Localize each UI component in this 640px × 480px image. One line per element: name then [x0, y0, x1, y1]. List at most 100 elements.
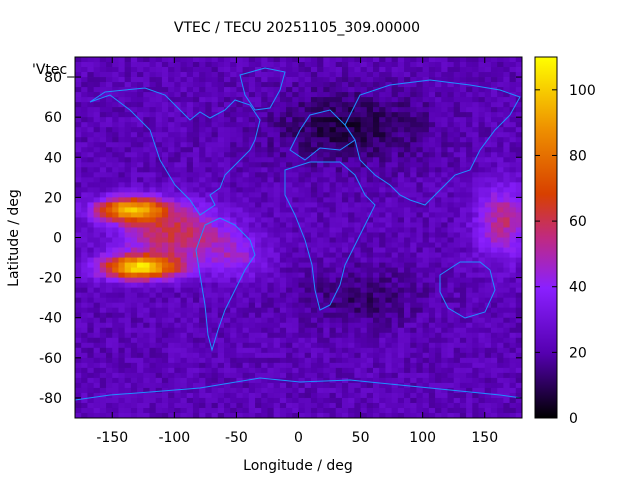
heatmap-cell [236, 307, 244, 314]
heatmap-cell [75, 67, 82, 73]
heatmap-cell [503, 177, 510, 183]
heatmap-cell [124, 337, 132, 344]
heatmap-cell [329, 57, 337, 63]
heatmap-cell [230, 127, 237, 133]
heatmap-cell [106, 312, 113, 319]
heatmap-cell [310, 357, 318, 364]
heatmap-cell [497, 257, 504, 263]
heatmap-cell [453, 67, 461, 73]
heatmap-cell [310, 287, 318, 294]
heatmap-cell [503, 72, 510, 78]
heatmap-cell [106, 57, 113, 63]
heatmap-cell [81, 322, 88, 329]
heatmap-cell [168, 227, 175, 233]
heatmap-cell [224, 217, 231, 223]
heatmap-cell [490, 352, 498, 359]
heatmap-cell [161, 57, 169, 63]
heatmap-cell [161, 357, 169, 364]
heatmap-cell [373, 367, 380, 374]
heatmap-cell [323, 182, 330, 188]
heatmap-cell [224, 57, 231, 63]
heatmap-cell [224, 407, 231, 414]
heatmap-cell [224, 327, 231, 334]
heatmap-cell [447, 327, 455, 334]
heatmap-cell [261, 327, 268, 334]
heatmap-cell [422, 362, 430, 369]
heatmap-cell [478, 92, 486, 98]
heatmap-cell [348, 262, 355, 268]
heatmap-cell [397, 377, 405, 384]
heatmap-cell [428, 357, 436, 364]
heatmap-cell [379, 372, 386, 379]
heatmap-cell [211, 307, 219, 314]
heatmap-cell [286, 337, 293, 344]
heatmap-cell [261, 217, 268, 223]
heatmap-cell [255, 247, 262, 253]
heatmap-cell [112, 182, 119, 188]
heatmap-cell [466, 262, 473, 268]
heatmap-cell [484, 402, 492, 409]
heatmap-cell [81, 107, 88, 113]
heatmap-cell [354, 187, 361, 193]
heatmap-cell [348, 342, 355, 349]
heatmap-cell [279, 197, 287, 203]
heatmap-cell [373, 137, 380, 143]
heatmap-cell [143, 407, 150, 414]
heatmap-cell [236, 162, 244, 168]
heatmap-cell [124, 97, 132, 103]
heatmap-cell [137, 172, 144, 178]
heatmap-cell [317, 357, 324, 364]
heatmap-cell [161, 412, 169, 419]
heatmap-cell [472, 407, 479, 414]
heatmap-cell [112, 272, 119, 279]
heatmap-cell [459, 317, 467, 324]
heatmap-cell [490, 152, 498, 158]
heatmap-cell [360, 232, 368, 238]
heatmap-cell [304, 397, 312, 404]
heatmap-cell [255, 222, 262, 228]
heatmap-cell [261, 352, 268, 359]
heatmap-cell [168, 407, 175, 414]
heatmap-cell [279, 337, 287, 344]
heatmap-cell [348, 82, 355, 88]
heatmap-cell [366, 412, 374, 419]
heatmap-cell [466, 302, 473, 309]
heatmap-cell [224, 152, 231, 158]
heatmap-cell [335, 237, 343, 243]
heatmap-cell [279, 382, 287, 389]
heatmap-cell [106, 157, 113, 163]
heatmap-cell [255, 62, 262, 68]
heatmap-cell [428, 347, 436, 354]
heatmap-cell [310, 77, 318, 83]
heatmap-cell [217, 277, 225, 284]
heatmap-cell [137, 317, 144, 324]
heatmap-cell [453, 287, 461, 294]
heatmap-cell [93, 217, 101, 223]
heatmap-cell [161, 207, 169, 213]
heatmap-cell [267, 362, 275, 369]
heatmap-cell [373, 382, 380, 389]
heatmap-cell [255, 352, 262, 359]
heatmap-cell [137, 157, 144, 163]
heatmap-cell [397, 392, 405, 399]
heatmap-cell [329, 207, 337, 213]
heatmap-cell [428, 222, 436, 228]
heatmap-cell [329, 372, 337, 379]
heatmap-cell [137, 67, 144, 73]
heatmap-cell [192, 282, 200, 289]
heatmap-cell [323, 317, 330, 324]
heatmap-cell [360, 92, 368, 98]
heatmap-cell [87, 372, 95, 379]
heatmap-cell [286, 187, 293, 193]
heatmap-cell [323, 347, 330, 354]
heatmap-cell [273, 227, 281, 233]
heatmap-cell [348, 282, 355, 289]
heatmap-cell [472, 277, 479, 284]
heatmap-cell [373, 242, 380, 248]
heatmap-cell [199, 307, 206, 314]
heatmap-cell [75, 217, 82, 223]
heatmap-cell [106, 197, 113, 203]
heatmap-cell [298, 252, 306, 258]
heatmap-cell [341, 87, 349, 93]
heatmap-cell [87, 267, 95, 273]
